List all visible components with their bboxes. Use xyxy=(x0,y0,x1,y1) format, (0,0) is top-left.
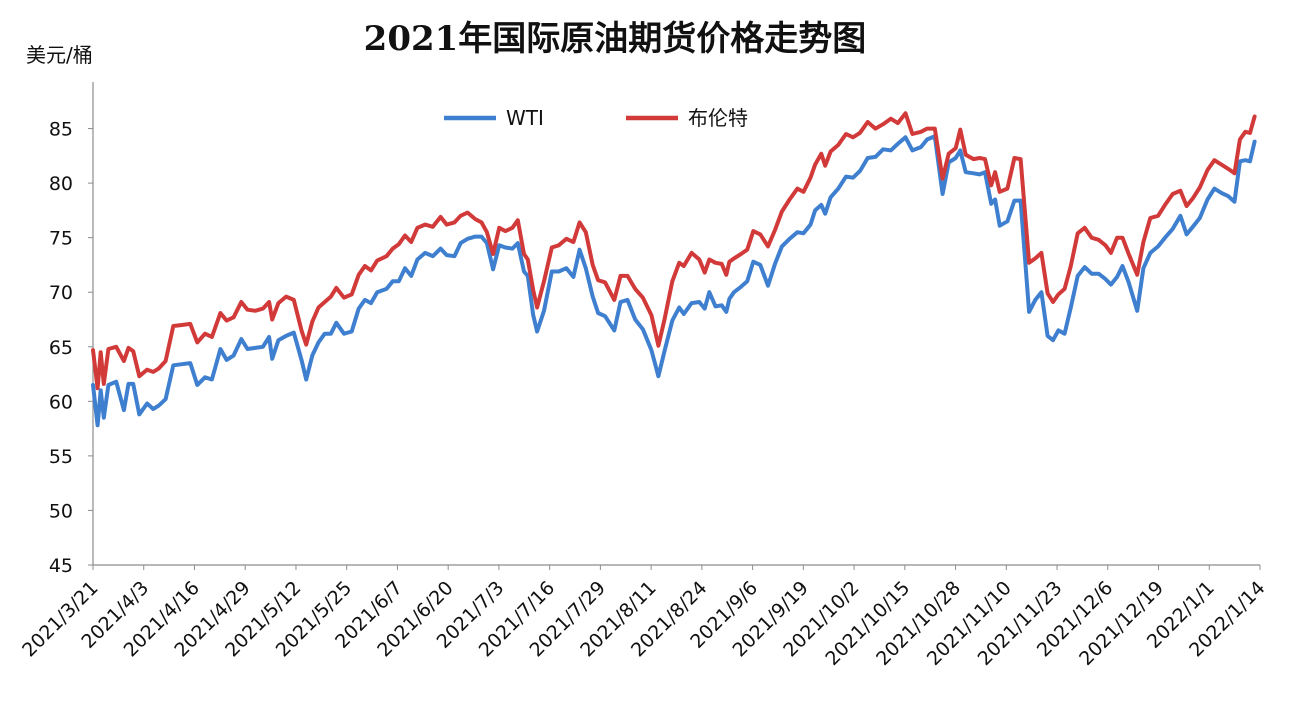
y-tick-label: 80 xyxy=(49,173,73,195)
y-tick-label: 75 xyxy=(49,228,73,250)
x-tick-labels: 2021/3/212021/4/32021/4/162021/4/292021/… xyxy=(18,565,1270,670)
y-tick-label: 65 xyxy=(49,337,73,359)
legend-label-wti: WTI xyxy=(506,106,544,130)
legend: WTI 布伦特 xyxy=(444,106,748,130)
chart-title: 2021年国际原油期货价格走势图 xyxy=(364,19,867,59)
y-tick-label: 60 xyxy=(49,391,73,413)
y-tick-label: 50 xyxy=(49,500,73,522)
y-axis-unit-label: 美元/桶 xyxy=(26,43,93,67)
y-tick-label: 55 xyxy=(49,446,73,468)
axes xyxy=(92,82,1260,566)
y-tick-label: 85 xyxy=(49,119,73,141)
y-tick-label: 45 xyxy=(49,555,73,577)
series-line-brent xyxy=(91,111,1257,391)
series-line-wti xyxy=(91,134,1257,428)
legend-label-brent: 布伦特 xyxy=(688,106,748,130)
series-layer xyxy=(91,111,1257,428)
y-tick-labels: 45 50 55 60 65 70 75 80 85 xyxy=(49,119,93,577)
y-tick-label: 70 xyxy=(49,282,73,304)
